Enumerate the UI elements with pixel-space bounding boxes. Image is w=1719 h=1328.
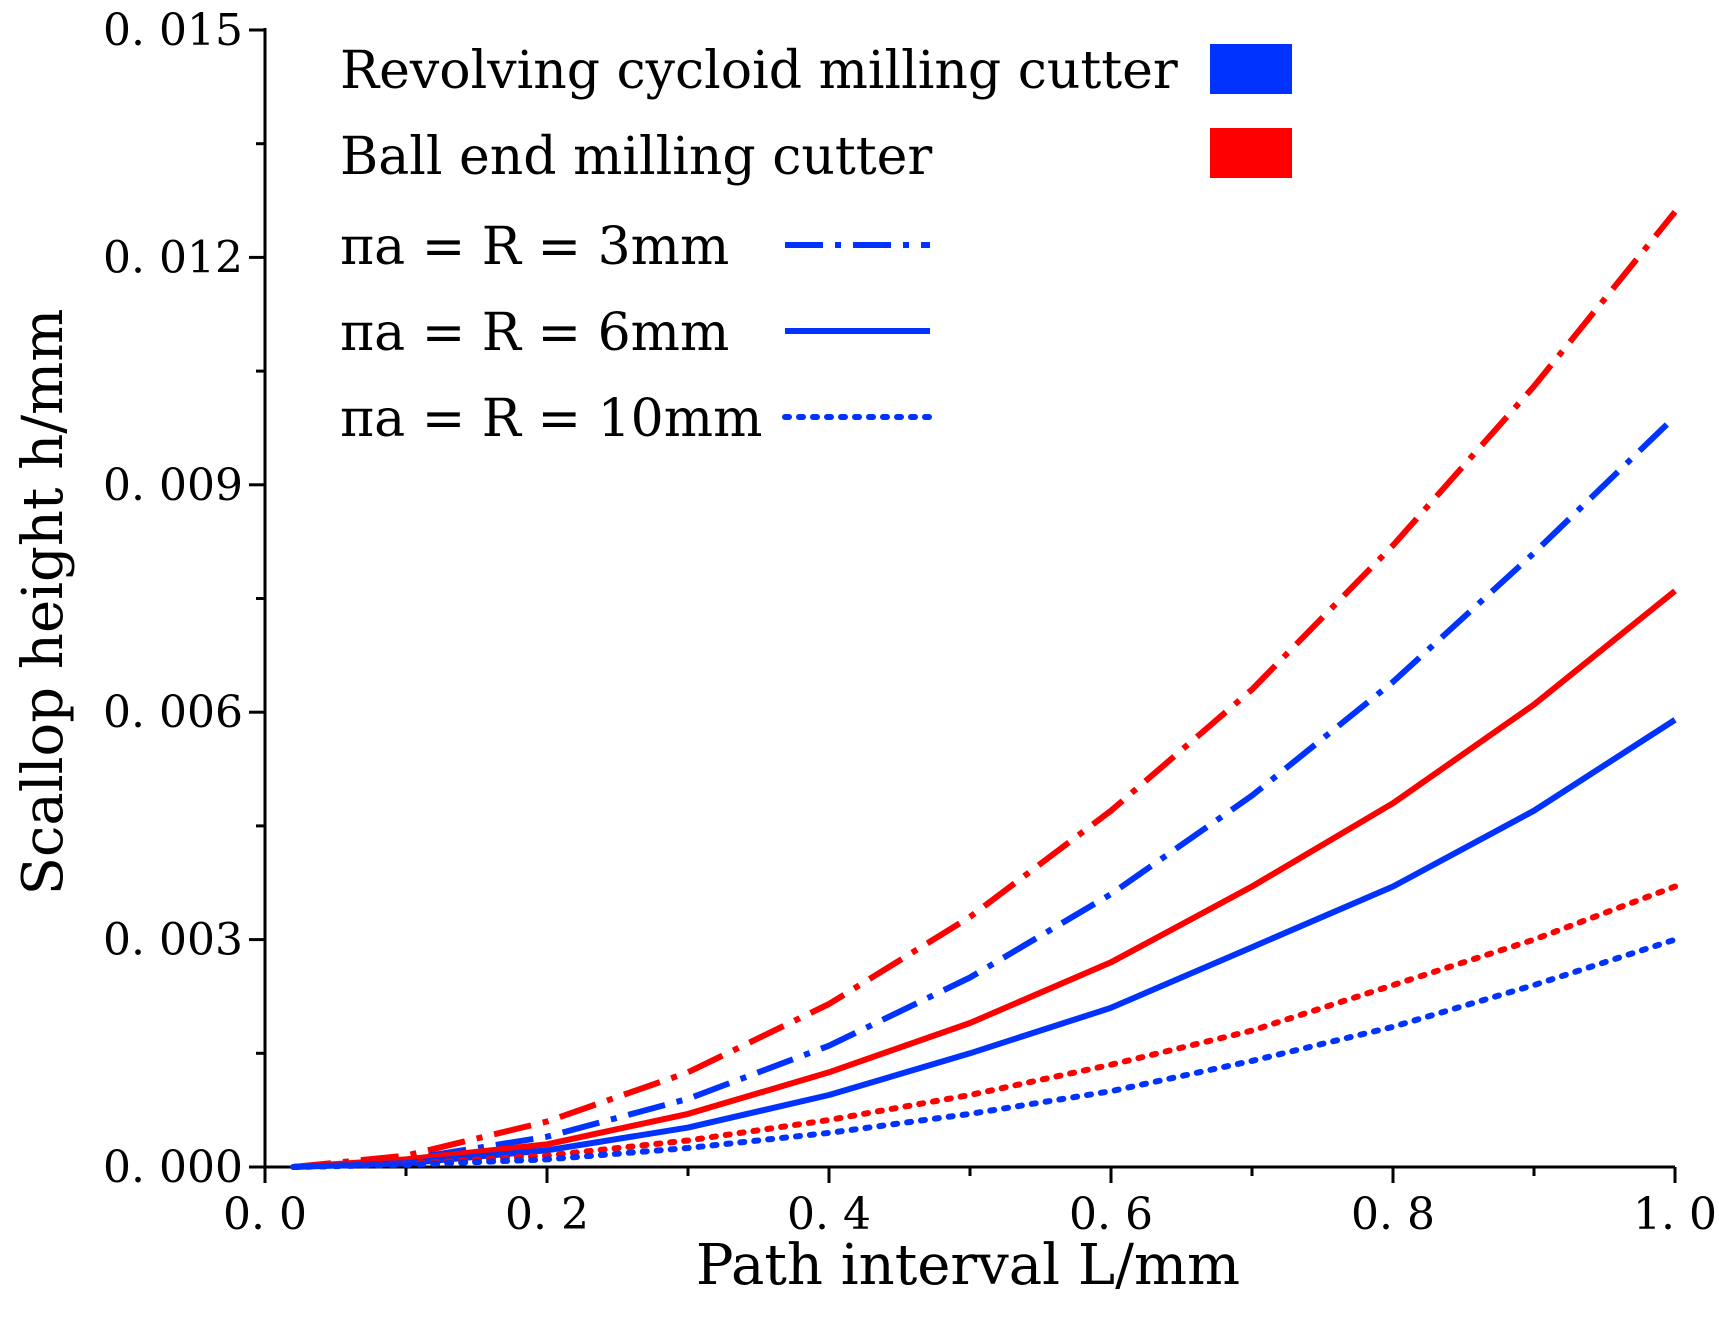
series-line-1: [292, 210, 1678, 1170]
y-tick-label: 0. 006: [103, 687, 243, 738]
x-tick-label: 1. 0: [1633, 1189, 1717, 1240]
y-axis-title: Scallop height h/mm: [11, 309, 76, 896]
legend-color-swatch-2: [1210, 128, 1292, 178]
legend-color-label-revolving: Revolving cycloid milling cutter: [340, 41, 1178, 101]
series-line-4: [293, 717, 1677, 1170]
series-line-2: [292, 414, 1678, 1170]
legend: Revolving cycloid milling cutter Ball en…: [340, 41, 1292, 449]
legend-color-label-ball: Ball end milling cutter: [340, 127, 932, 187]
y-tick-label: 0. 000: [103, 1142, 243, 1193]
legend-style-label-6mm: πa = R = 6mm: [340, 303, 729, 363]
x-tick-label: 0. 0: [223, 1189, 307, 1240]
y-tick-label: 0. 009: [103, 460, 243, 511]
series-layer: [290, 210, 1678, 1170]
x-axis-title: Path interval L/mm: [696, 1233, 1240, 1298]
axes: 0. 0 0. 2 0. 4 0. 6 0. 8 1. 0 0. 000 0. 003 0. 0…: [103, 5, 1717, 1240]
legend-style-label-3mm: πa = R = 3mm: [340, 217, 729, 277]
series-line-3: [292, 588, 1677, 1170]
y-tick-label: 0. 012: [103, 232, 243, 283]
legend-color-swatch-1: [1210, 44, 1292, 94]
series-line-5: [290, 883, 1678, 1170]
x-tick-label: 0. 4: [787, 1189, 871, 1240]
x-tick-label: 0. 6: [1069, 1189, 1153, 1240]
legend-style-label-10mm: πa = R = 10mm: [340, 389, 762, 449]
series-line-6: [290, 936, 1678, 1170]
y-tick-label: 0. 003: [103, 915, 243, 966]
x-tick-label: 0. 2: [505, 1189, 589, 1240]
y-tick-label: 0. 015: [103, 5, 243, 56]
x-tick-label: 0. 8: [1351, 1189, 1435, 1240]
